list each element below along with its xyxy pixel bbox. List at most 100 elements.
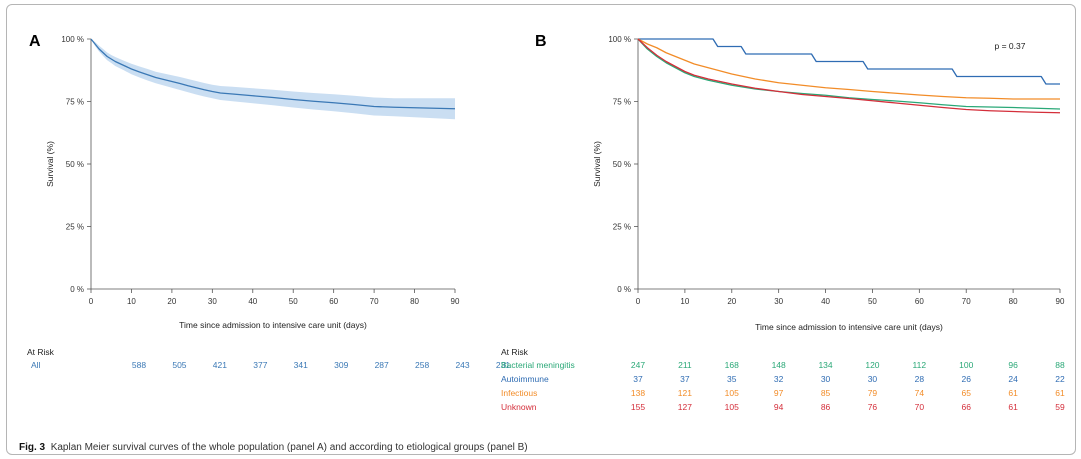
at-risk-count: 243 [455, 360, 469, 370]
at-risk-count: 96 [1008, 360, 1018, 370]
p-value-annotation: p = 0.37 [995, 41, 1026, 51]
at-risk-row-label: Infectious [501, 388, 537, 398]
at-risk-count: 127 [678, 402, 692, 412]
x-tick-label: 0 [636, 297, 641, 306]
at-risk-count: 134 [818, 360, 832, 370]
at-risk-row-label: All [31, 360, 41, 370]
at-risk-count: 155 [631, 402, 645, 412]
x-tick-label: 90 [1056, 297, 1065, 306]
panel-a: A 0 % 25 % 50 % 75 % 100 % 0 10 20 30 40 50 60 70 80 90… [27, 33, 510, 370]
x-tick-label: 20 [167, 297, 176, 306]
at-risk-count: 76 [868, 402, 878, 412]
survival-curve-all [90, 38, 456, 110]
survival-curve-autoimmune [638, 38, 1060, 85]
at-risk-count: 65 [961, 388, 971, 398]
x-tick-label: 10 [127, 297, 136, 306]
at-risk-count: 138 [631, 388, 645, 398]
x-tick-label: 80 [1009, 297, 1018, 306]
at-risk-count: 231 [496, 360, 510, 370]
at-risk-count: 22 [1055, 374, 1065, 384]
y-tick-label: 50 % [613, 160, 631, 169]
at-risk-count: 105 [725, 402, 739, 412]
at-risk-count: 287 [375, 360, 389, 370]
y-tick-label: 75 % [66, 98, 84, 107]
at-risk-count: 32 [774, 374, 784, 384]
y-axis-title: Survival (%) [45, 141, 55, 187]
survival-curve-unknown [637, 38, 1061, 114]
at-risk-count: 86 [821, 402, 831, 412]
y-tick-label: 50 % [66, 160, 84, 169]
km-figure-svg: A0 %25 %50 %75 %100 %0 10 20 30 40 50 60 70 80 90… [27, 33, 1065, 412]
at-risk-count: 105 [725, 388, 739, 398]
at-risk-count: 37 [633, 374, 643, 384]
at-risk-count: 309 [334, 360, 348, 370]
at-risk-count: 26 [961, 374, 971, 384]
at-risk-row-label: Bacterial meningitis [501, 360, 575, 370]
at-risk-count: 59 [1055, 402, 1065, 412]
y-tick-label: 25 % [66, 223, 84, 232]
x-tick-label: 80 [410, 297, 419, 306]
at-risk-count: 148 [772, 360, 786, 370]
at-risk-count: 37 [680, 374, 690, 384]
at-risk-title: At Risk [501, 347, 529, 357]
x-tick-label: 30 [208, 297, 217, 306]
y-tick-label: 0 % [617, 285, 631, 294]
panel-letter: B [535, 33, 547, 50]
at-risk-count: 70 [915, 402, 925, 412]
x-tick-label: 20 [727, 297, 736, 306]
x-tick-label: 70 [962, 297, 971, 306]
at-risk-count: 588 [132, 360, 146, 370]
survival-curve-infectious [637, 38, 1060, 100]
panel-letter: A [29, 33, 41, 50]
x-tick-label: 40 [248, 297, 257, 306]
caption-label: Fig. 3 [19, 442, 46, 453]
at-risk-row-label: Autoimmune [501, 374, 549, 384]
at-risk-count: 341 [294, 360, 308, 370]
at-risk-count: 24 [1008, 374, 1018, 384]
x-tick-label: 50 [868, 297, 877, 306]
figure-caption: Fig. 3 Kaplan Meier survival curves of t… [19, 442, 528, 453]
x-axis-title: Time since admission to intensive care u… [179, 320, 367, 330]
panel-b: B 0 % 25 % 50 % 75 % 100 % 0 10 20 30 40 50 60 70 80 90… [501, 33, 1065, 412]
at-risk-count: 79 [868, 388, 878, 398]
at-risk-count: 97 [774, 388, 784, 398]
y-tick-label: 100 % [608, 35, 631, 44]
caption-text: Kaplan Meier survival curves of the whol… [50, 442, 528, 453]
at-risk-count: 112 [913, 360, 927, 370]
at-risk-count: 30 [868, 374, 878, 384]
at-risk-count: 168 [725, 360, 739, 370]
at-risk-count: 61 [1008, 388, 1018, 398]
y-tick-label: 75 % [613, 98, 631, 107]
at-risk-count: 94 [774, 402, 784, 412]
at-risk-count: 35 [727, 374, 737, 384]
y-tick-label: 100 % [61, 35, 84, 44]
at-risk-count: 100 [959, 360, 973, 370]
at-risk-count: 85 [821, 388, 831, 398]
at-risk-count: 66 [961, 402, 971, 412]
at-risk-count: 61 [1008, 402, 1018, 412]
survival-curve-bacterial-meningitis [637, 38, 1061, 110]
at-risk-count: 120 [865, 360, 879, 370]
x-tick-label: 60 [329, 297, 338, 306]
at-risk-count: 421 [213, 360, 227, 370]
y-axis-title: Survival (%) [592, 141, 602, 187]
at-risk-count: 505 [172, 360, 186, 370]
x-tick-label: 30 [774, 297, 783, 306]
at-risk-count: 28 [915, 374, 925, 384]
at-risk-row-label: Unknown [501, 402, 537, 412]
at-risk-count: 377 [253, 360, 267, 370]
at-risk-count: 74 [915, 388, 925, 398]
x-tick-label: 10 [680, 297, 689, 306]
x-tick-label: 60 [915, 297, 924, 306]
x-tick-label: 0 [89, 297, 94, 306]
x-tick-label: 50 [289, 297, 298, 306]
y-tick-label: 0 % [70, 285, 84, 294]
at-risk-count: 258 [415, 360, 429, 370]
y-tick-label: 25 % [613, 223, 631, 232]
x-tick-label: 70 [370, 297, 379, 306]
at-risk-count: 88 [1055, 360, 1065, 370]
x-tick-label: 40 [821, 297, 830, 306]
at-risk-count: 30 [821, 374, 831, 384]
at-risk-count: 61 [1055, 388, 1065, 398]
